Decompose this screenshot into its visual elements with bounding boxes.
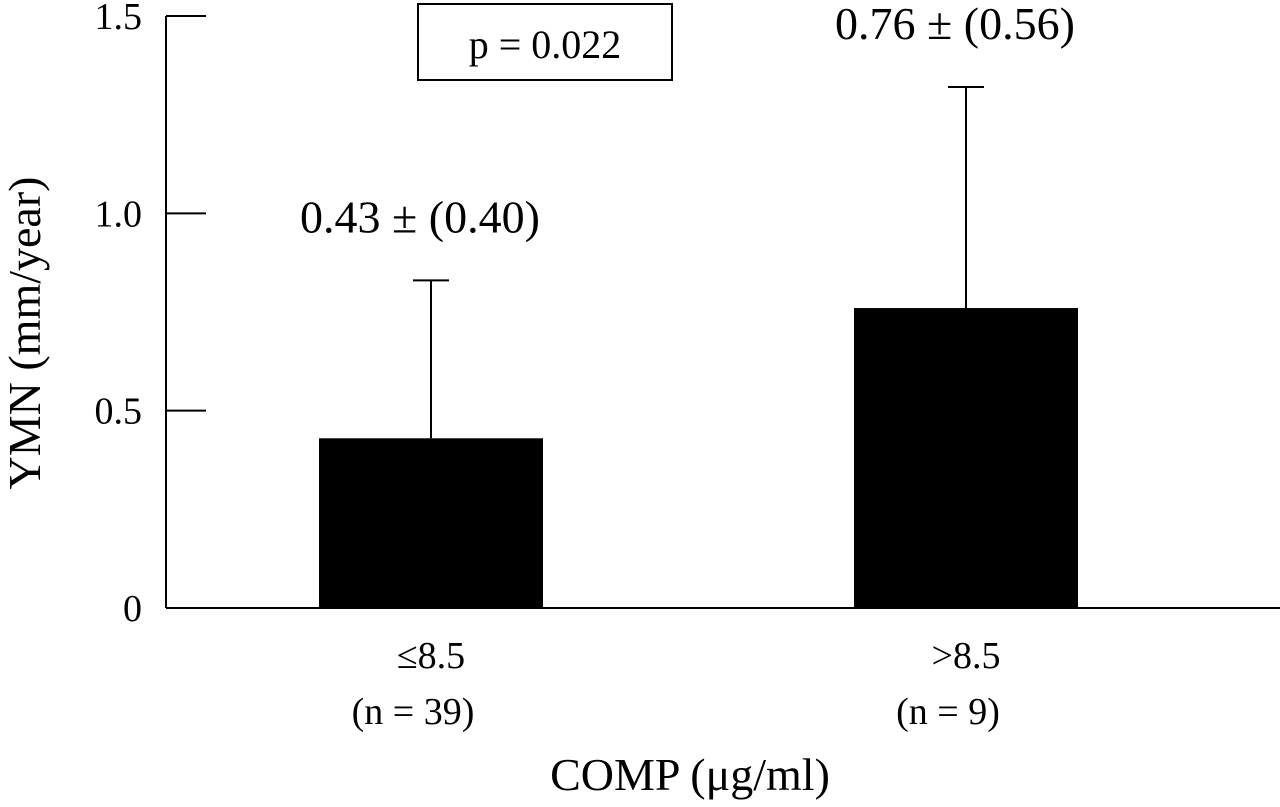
- category-label: ≤8.5: [397, 635, 465, 677]
- bar: [854, 308, 1078, 608]
- category-sample-size: (n = 9): [896, 691, 1000, 733]
- y-axis-ticks: 0 0.5 1.0 1.5: [95, 0, 206, 630]
- bars: 0.43 ± (0.40) 0.76 ± (0.56): [300, 0, 1078, 608]
- p-value-annotation: p = 0.022: [417, 3, 673, 81]
- y-tick-label: 0.5: [95, 391, 143, 433]
- category-sample-size: (n = 39): [352, 691, 475, 733]
- category-labels: ≤8.5 (n = 39) >8.5 (n = 9): [352, 635, 1001, 733]
- y-tick-label: 0: [123, 588, 142, 630]
- p-value-text: p = 0.022: [469, 22, 622, 67]
- value-label: 0.43 ± (0.40): [300, 191, 540, 242]
- x-axis-title: COMP (μg/ml): [550, 749, 830, 800]
- y-tick-label: 1.0: [95, 193, 143, 235]
- y-axis-title: YMN (mm/year): [0, 177, 50, 490]
- y-tick-label: 1.5: [95, 0, 143, 38]
- p-value-box: [417, 3, 673, 81]
- category-label: >8.5: [932, 635, 1001, 677]
- bar: [319, 438, 543, 608]
- value-label: 0.76 ± (0.56): [835, 0, 1075, 49]
